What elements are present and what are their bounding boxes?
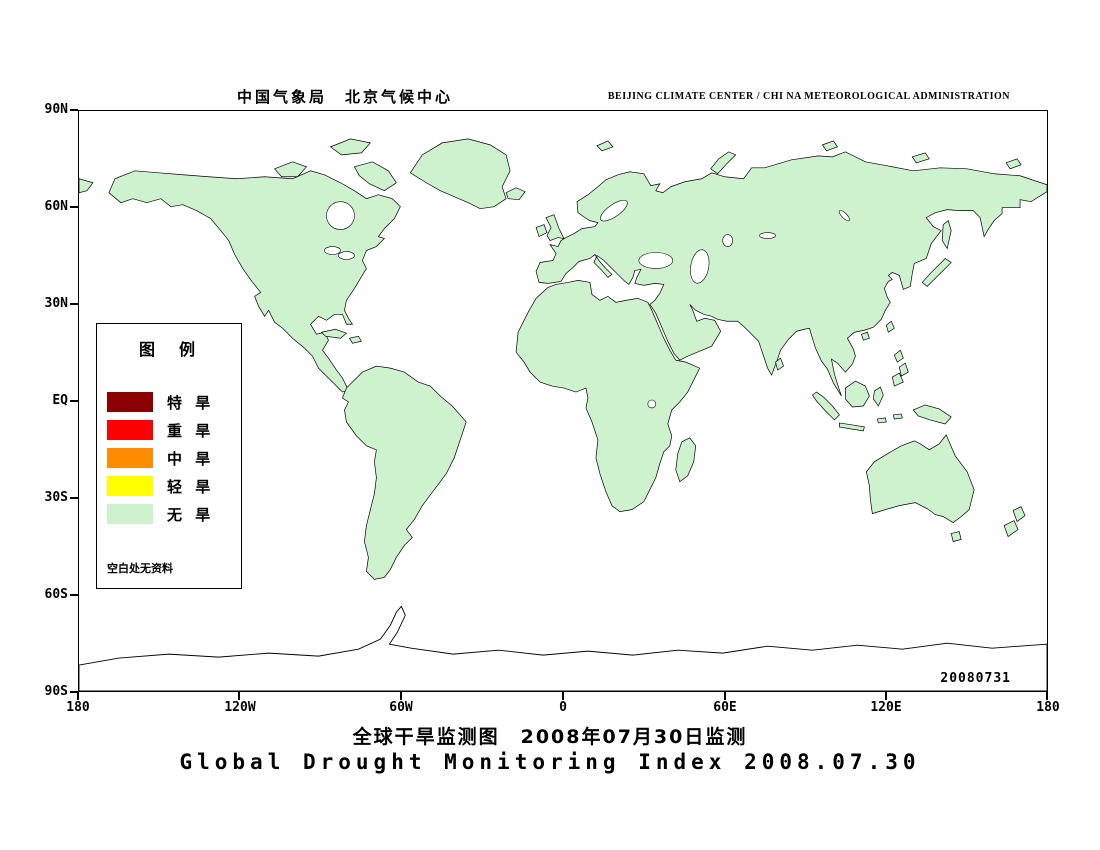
axis-tick — [77, 692, 79, 700]
lon-tick-label: 60W — [389, 700, 413, 715]
legend-item: 重 旱 — [107, 420, 241, 440]
legend-swatch-severe — [107, 420, 153, 440]
legend-title: 图 例 — [138, 340, 199, 359]
legend-swatch-moderate — [107, 448, 153, 468]
legend: 图 例 特 旱 重 旱 中 旱 轻 旱 — [96, 323, 242, 589]
legend-swatch-light — [107, 476, 153, 496]
lake-victoria — [647, 399, 657, 409]
legend-item: 特 旱 — [107, 392, 241, 412]
lon-tick-label: 0 — [559, 700, 567, 715]
legend-note: 空白处无资料 — [107, 562, 173, 575]
lon-tick-label: 180 — [1036, 700, 1060, 715]
legend-item-label: 轻 旱 — [167, 477, 215, 496]
legend-item-label: 特 旱 — [167, 393, 215, 412]
lake-balkhash — [759, 232, 776, 239]
lon-tick-label: 180 — [66, 700, 90, 715]
legend-item: 中 旱 — [107, 448, 241, 468]
legend-swatch-extreme — [107, 392, 153, 412]
axis-tick — [724, 692, 726, 700]
lat-tick-label: 30N — [44, 296, 68, 311]
hudson-bay — [326, 201, 355, 230]
legend-item-label: 无 旱 — [167, 505, 215, 524]
map-frame: 图 例 特 旱 重 旱 中 旱 轻 旱 — [78, 110, 1048, 692]
lon-tick-label: 60E — [713, 700, 737, 715]
legend-items: 特 旱 重 旱 中 旱 轻 旱 无 旱 — [107, 392, 241, 524]
date-stamp: 20080731 — [940, 671, 1011, 686]
great-lakes-west — [324, 246, 341, 255]
axis-tick — [70, 206, 78, 208]
legend-item-label: 中 旱 — [167, 449, 215, 468]
lat-tick-label: 60S — [44, 587, 68, 602]
lat-tick-label: 30S — [44, 490, 68, 505]
axis-tick — [70, 691, 78, 693]
axis-tick — [70, 497, 78, 499]
axis-tick — [400, 692, 402, 700]
world-map — [79, 138, 1047, 691]
lakes — [324, 199, 850, 409]
lon-tick-label: 120E — [870, 700, 902, 715]
axis-tick — [238, 692, 240, 700]
axis-tick — [70, 594, 78, 596]
lon-tick-label: 120W — [224, 700, 256, 715]
lat-tick-label: EQ — [52, 393, 68, 408]
legend-item: 无 旱 — [107, 504, 241, 524]
caption-cn: 全球干旱监测图 2008年07月30日监测 — [352, 726, 748, 748]
lat-tick-label: 60N — [44, 199, 68, 214]
axis-tick — [70, 303, 78, 305]
lat-tick-label: 90S — [44, 684, 68, 699]
caption-en: Global Drought Monitoring Index 2008.07.… — [179, 750, 921, 774]
axis-tick — [70, 109, 78, 111]
aral-sea — [722, 234, 733, 247]
header-title-cn: 中国气象局 北京气候中心 — [236, 88, 453, 106]
axis-tick — [1046, 692, 1048, 700]
baltic-sea — [600, 199, 628, 222]
antarctica — [79, 605, 1047, 691]
legend-item: 轻 旱 — [107, 476, 241, 496]
header-title-en: BEIJING CLIMATE CENTER / CHI NA METEOROL… — [607, 91, 1010, 102]
axis-tick — [885, 692, 887, 700]
axis-tick — [562, 692, 564, 700]
caspian-sea — [690, 249, 710, 284]
legend-item-label: 重 旱 — [167, 421, 215, 440]
great-lakes-east — [338, 251, 355, 260]
black-sea — [638, 252, 674, 269]
axis-tick — [70, 400, 78, 402]
lake-baikal — [838, 210, 850, 222]
legend-swatch-none — [107, 504, 153, 524]
lat-tick-label: 90N — [44, 102, 68, 117]
